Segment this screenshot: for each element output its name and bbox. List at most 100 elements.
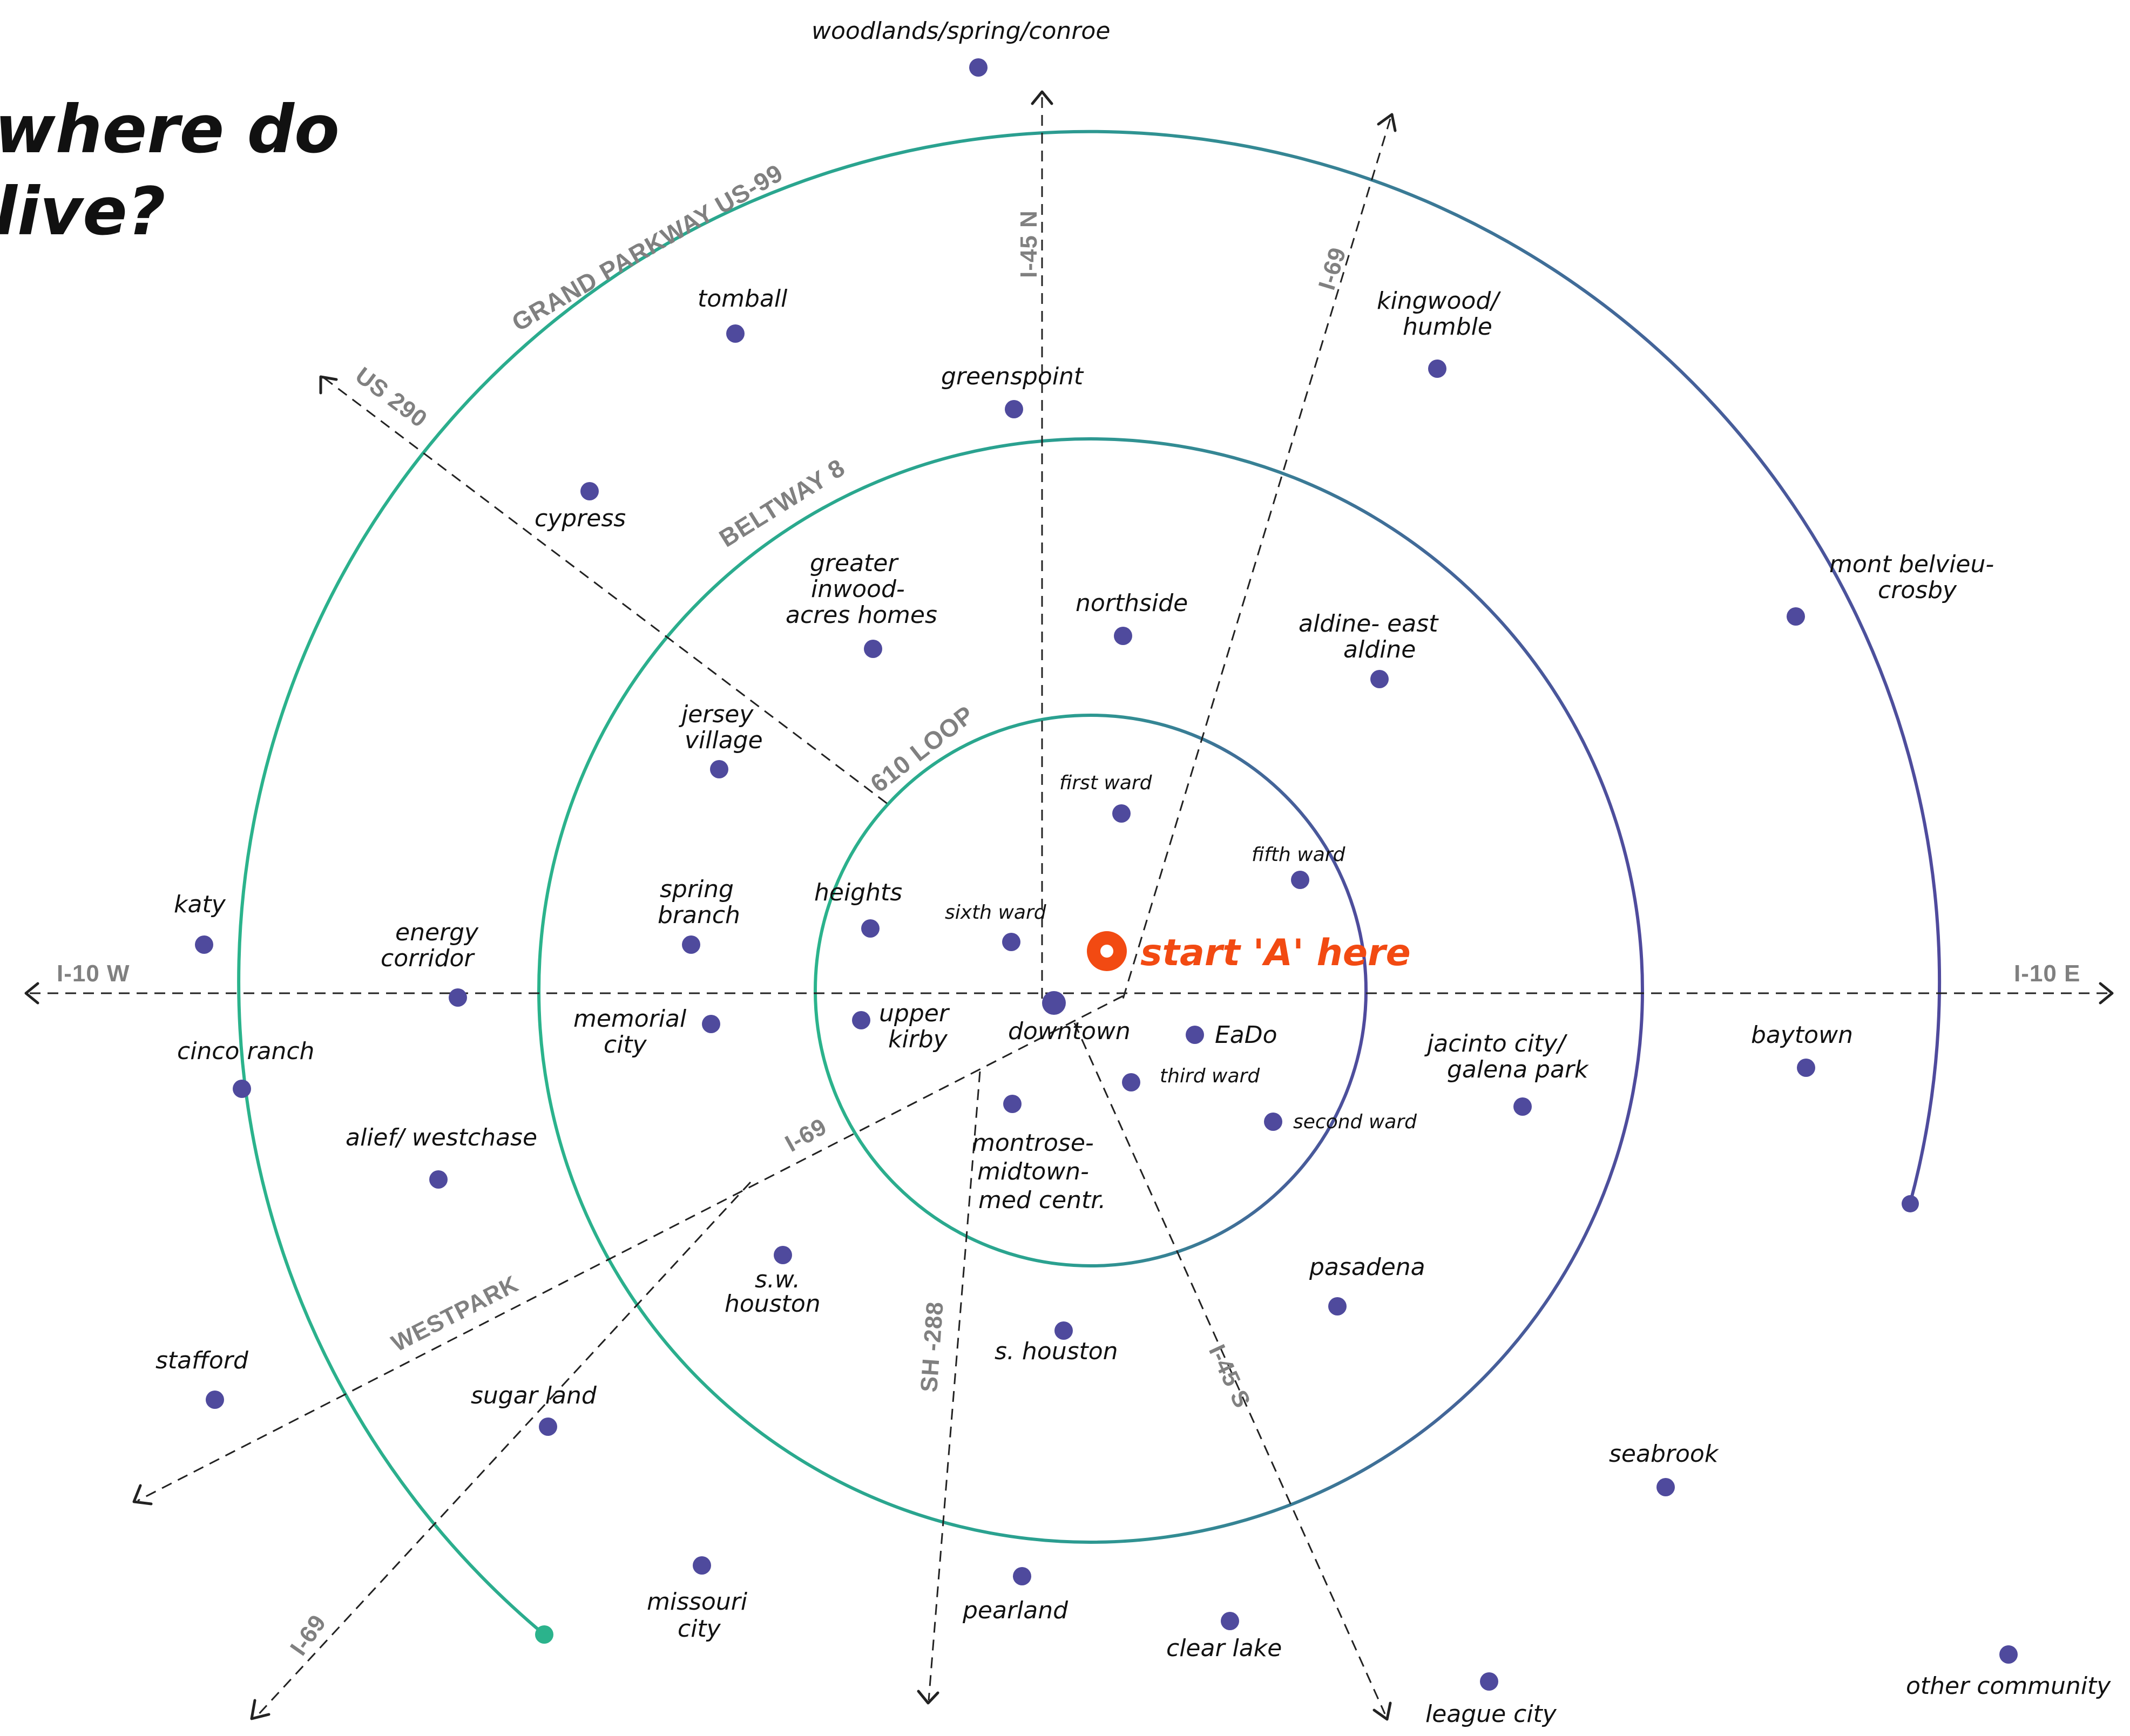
dot-pearland[interactable] [1013, 1567, 1031, 1585]
dot-montrose[interactable] [1003, 1095, 1022, 1113]
label-pasadena: pasadena [1309, 1253, 1425, 1281]
arrow-i69sw [250, 1699, 271, 1720]
label-upper-kirby-1: upper [879, 1000, 950, 1027]
dot-tomball[interactable] [726, 324, 745, 343]
road-label-us290: US 290 [350, 362, 432, 433]
label-aldine-1: aldine- east [1299, 610, 1439, 638]
dot-sugar-land[interactable] [539, 1418, 557, 1436]
dot-eado[interactable] [1186, 1026, 1204, 1044]
arrow-i10e [2099, 982, 2114, 1005]
place-dots [195, 58, 2018, 1691]
dot-sw-houston[interactable] [774, 1246, 792, 1264]
start-label: start 'A' here [1140, 932, 1411, 974]
dot-alief[interactable] [429, 1170, 448, 1189]
label-sw-houston-1: s.w. [755, 1266, 800, 1293]
dot-clear-lake[interactable] [1221, 1612, 1239, 1630]
dot-upper-kirby[interactable] [852, 1011, 870, 1029]
label-mont-belvieu-2: crosby [1878, 577, 1957, 604]
dot-cypress[interactable] [580, 482, 599, 500]
road-sh288 [928, 1071, 981, 1701]
label-missouri-city-1: missouri [647, 1588, 748, 1616]
dot-stafford[interactable] [206, 1391, 224, 1409]
dot-fifth-ward[interactable] [1291, 871, 1309, 889]
label-missouri-city-2: city [678, 1615, 721, 1643]
ring-grand-parkway [237, 130, 1942, 1636]
dot-other-community[interactable] [1999, 1645, 2018, 1664]
arrow-i69n [1377, 113, 1397, 132]
dot-second-ward[interactable] [1264, 1113, 1282, 1131]
label-energy-corridor-1: energy [395, 919, 479, 946]
label-katy: katy [174, 891, 226, 918]
label-woodlands: woodlands/spring/conroe [812, 17, 1110, 45]
dot-s-houston[interactable] [1054, 1321, 1073, 1340]
dot-cinco-ranch[interactable] [233, 1080, 251, 1098]
label-seabrook: seabrook [1609, 1440, 1719, 1468]
dot-downtown[interactable] [1042, 991, 1066, 1015]
dot-memorial-city[interactable] [702, 1015, 720, 1033]
dot-league-city[interactable] [1480, 1672, 1498, 1691]
label-kingwood-2: humble [1403, 313, 1492, 341]
road-label-i10w: I-10 W [57, 960, 130, 987]
dot-northside[interactable] [1114, 627, 1132, 645]
label-spring-branch-1: spring [660, 876, 734, 903]
label-first-ward: first ward [1059, 772, 1153, 794]
dot-katy[interactable] [195, 935, 213, 954]
road-label-i45s: I-45 S [1203, 1341, 1256, 1413]
label-sw-houston-2: houston [725, 1290, 821, 1318]
dot-first-ward[interactable] [1112, 804, 1131, 823]
label-heights: heights [814, 879, 902, 906]
label-kingwood-1: kingwood/ [1377, 287, 1501, 315]
road-label-i69-inner: I-69 [781, 1113, 831, 1157]
label-alief: alief/ westchase [346, 1124, 537, 1151]
label-greater-inwood-3: acres homes [786, 601, 937, 629]
road-label-i69-outer: I-69 [285, 1610, 332, 1660]
dot-greenspoint[interactable] [1005, 400, 1023, 418]
grand-parkway-end-dot [535, 1625, 553, 1644]
label-stafford: stafford [155, 1347, 249, 1374]
label-spring-branch-2: branch [658, 901, 740, 929]
dot-jersey-village[interactable] [710, 760, 728, 778]
arrow-i45s [1372, 1701, 1392, 1721]
dot-spring-branch[interactable] [682, 935, 700, 954]
label-jacinto-city-2: galena park [1447, 1056, 1589, 1083]
label-mont-belvieu-1: mont belvieu- [1829, 551, 1994, 578]
dot-baytown[interactable] [1797, 1059, 1815, 1077]
label-league-city: league city [1425, 1700, 1557, 1728]
label-greenspoint: greenspoint [941, 363, 1084, 390]
road-label-i10e: I-10 E [2014, 960, 2080, 987]
dot-kingwood[interactable] [1428, 360, 1446, 378]
dot-sixth-ward[interactable] [1002, 933, 1020, 951]
grand-parkway-end-dot-east [1902, 1195, 1919, 1212]
road-label-sh288: SH -288 [916, 1300, 949, 1393]
arrow-westpark [132, 1484, 153, 1506]
road-label-i45n: I-45 N [1016, 210, 1042, 278]
label-montrose-2: midtown- [977, 1158, 1089, 1185]
label-memorial-city-2: city [604, 1031, 647, 1059]
label-jersey-village-1: jersey [679, 701, 754, 728]
dot-pasadena[interactable] [1328, 1297, 1347, 1315]
dot-aldine[interactable] [1370, 670, 1389, 688]
dot-third-ward[interactable] [1122, 1073, 1140, 1091]
dot-mont-belvieu[interactable] [1787, 607, 1805, 626]
label-montrose-1: montrose- [972, 1129, 1094, 1157]
label-third-ward: third ward [1160, 1065, 1260, 1087]
arrow-i45n [1031, 90, 1053, 105]
label-pearland: pearland [962, 1597, 1069, 1624]
road-i69sw [255, 1181, 752, 1718]
label-second-ward: second ward [1293, 1111, 1417, 1133]
arrow-sh288 [917, 1690, 939, 1705]
arrow-i10w [24, 982, 39, 1005]
dot-heights[interactable] [861, 919, 880, 938]
title-line-1: where do [0, 91, 340, 168]
dot-missouri-city[interactable] [693, 1556, 711, 1575]
ring-610-loop [814, 714, 1368, 1267]
dot-greater-inwood[interactable] [864, 640, 882, 658]
label-upper-kirby-2: kirby [888, 1026, 948, 1053]
dot-jacinto-city[interactable] [1513, 1097, 1532, 1116]
dot-energy-corridor[interactable] [449, 988, 467, 1007]
road-us290 [323, 377, 889, 805]
dot-woodlands[interactable] [969, 58, 988, 77]
dot-seabrook[interactable] [1656, 1478, 1675, 1496]
label-downtown: downtown [1008, 1018, 1131, 1045]
